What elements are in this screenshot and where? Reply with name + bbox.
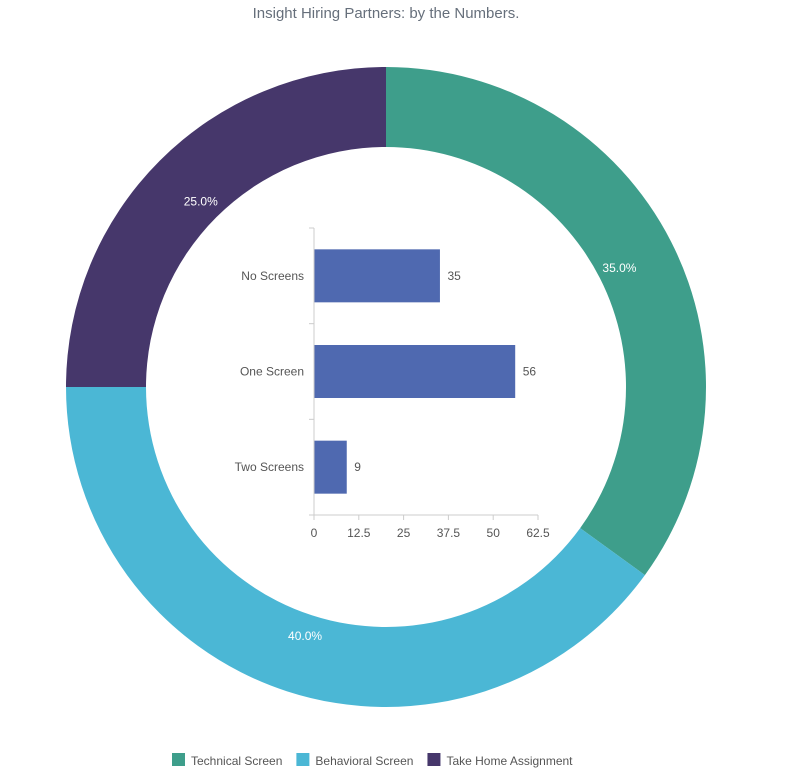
legend-item-behavioral-screen[interactable]: Behavioral Screen bbox=[296, 753, 413, 768]
bar-category-label: One Screen bbox=[240, 365, 304, 379]
bar-category-label: Two Screens bbox=[235, 460, 304, 474]
donut-slice-behavioral-screen[interactable] bbox=[66, 387, 645, 708]
donut-slice-take-home-assignment[interactable] bbox=[66, 67, 386, 387]
bar-x-tick-label: 50 bbox=[487, 526, 501, 540]
legend-swatch bbox=[427, 753, 441, 766]
donut-slice-technical-screen[interactable] bbox=[386, 67, 707, 576]
bar-no-screens[interactable] bbox=[314, 249, 440, 303]
legend-swatch bbox=[172, 753, 185, 766]
legend-swatch bbox=[296, 753, 310, 766]
donut-label-behavioral-screen: 40.0% bbox=[288, 629, 322, 643]
bar-chart: No Screens 35 One Screen 56 Two Screens 9 0 12.… bbox=[235, 227, 550, 540]
bar-one-screen[interactable] bbox=[314, 345, 516, 398]
bar-value-label: 35 bbox=[447, 269, 461, 283]
donut-label-take-home-assignment: 25.0% bbox=[184, 195, 218, 209]
legend-label: Technical Screen bbox=[191, 754, 282, 768]
chart-title: Insight Hiring Partners: by the Numbers. bbox=[253, 5, 520, 22]
donut-chart bbox=[66, 67, 707, 708]
legend-item-take-home-assignment[interactable]: Take Home Assignment bbox=[427, 753, 573, 768]
legend-label: Behavioral Screen bbox=[315, 754, 413, 768]
bar-category-label: No Screens bbox=[241, 269, 304, 283]
bar-value-label: 9 bbox=[354, 460, 361, 474]
bar-x-tick-label: 12.5 bbox=[347, 526, 371, 540]
donut-labels: 35.0% 40.0% 25.0% bbox=[184, 195, 637, 643]
legend-item-technical-screen[interactable]: Technical Screen bbox=[172, 753, 282, 768]
bar-x-tick-label: 62.5 bbox=[526, 526, 550, 540]
legend-label: Take Home Assignment bbox=[446, 754, 573, 768]
bar-x-tick-label: 25 bbox=[397, 526, 411, 540]
bar-value-label: 56 bbox=[523, 365, 537, 379]
bar-x-tick-label: 37.5 bbox=[437, 526, 461, 540]
bar-x-tick-label: 0 bbox=[311, 526, 318, 540]
legend: Technical Screen Behavioral Screen Take Ho… bbox=[172, 753, 573, 768]
donut-label-technical-screen: 35.0% bbox=[602, 261, 636, 275]
bar-two-screens[interactable] bbox=[314, 440, 347, 494]
